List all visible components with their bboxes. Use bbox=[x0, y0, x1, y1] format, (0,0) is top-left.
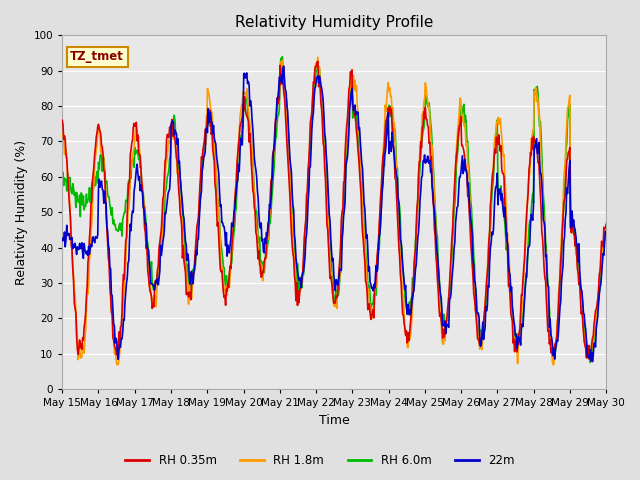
Y-axis label: Relativity Humidity (%): Relativity Humidity (%) bbox=[15, 140, 28, 285]
X-axis label: Time: Time bbox=[319, 414, 349, 427]
Title: Relativity Humidity Profile: Relativity Humidity Profile bbox=[235, 15, 433, 30]
Legend: RH 0.35m, RH 1.8m, RH 6.0m, 22m: RH 0.35m, RH 1.8m, RH 6.0m, 22m bbox=[121, 449, 519, 472]
Text: TZ_tmet: TZ_tmet bbox=[70, 50, 124, 63]
